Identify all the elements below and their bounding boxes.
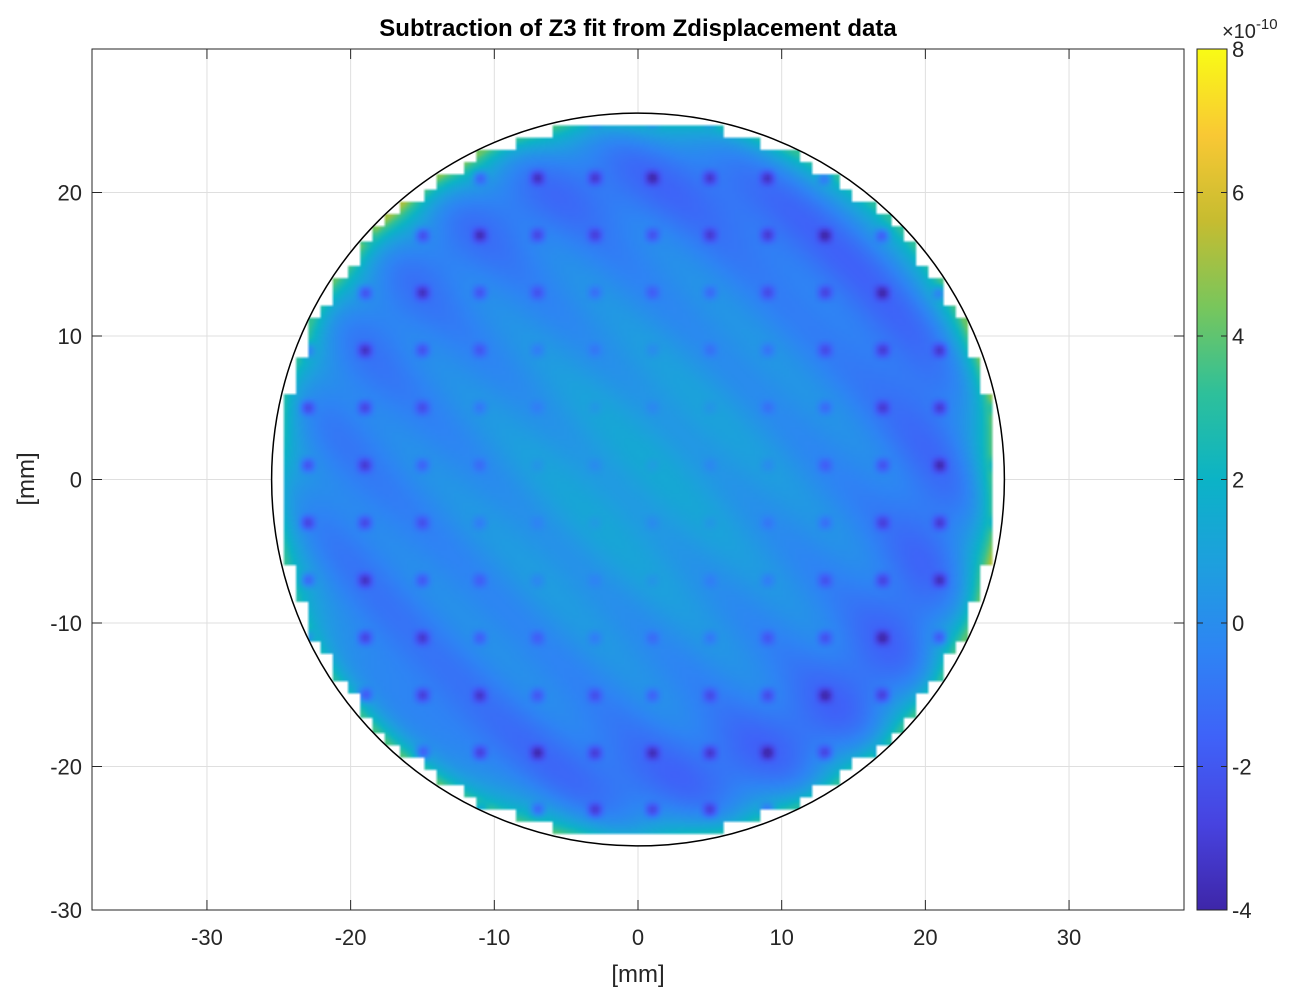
colorbar-tick-label: 6 — [1232, 181, 1244, 206]
y-tick-label: -30 — [50, 898, 82, 923]
chart-title: Subtraction of Z3 fit from Zdisplacement… — [379, 15, 897, 42]
y-tick-label: -10 — [50, 611, 82, 636]
colorbar-exponent-power: -10 — [1256, 16, 1278, 33]
colorbar-tick-label: 8 — [1232, 37, 1244, 62]
colorbar-tick-label: -2 — [1232, 755, 1252, 780]
colorbar-ticks: -4 -2 0 2 4 6 8 — [1197, 37, 1252, 923]
colorbar-tick-label: 4 — [1232, 324, 1244, 349]
x-axis-label: [mm] — [611, 961, 664, 988]
x-axis-ticks: -30 -20 -10 0 10 20 30 — [191, 49, 1081, 950]
heatmap-image — [271, 113, 1005, 846]
aperture-outline — [270, 112, 1006, 847]
x-tick-label: 30 — [1057, 925, 1081, 950]
colorbar-tick-label: 2 — [1232, 468, 1244, 493]
y-tick-label: 20 — [58, 181, 82, 206]
y-axis-ticks: -30 -20 -10 0 10 20 — [50, 181, 1184, 923]
colorbar-tick-label: -4 — [1232, 898, 1252, 923]
x-tick-label: -10 — [478, 925, 510, 950]
colorbar-exponent-base: ×10 — [1222, 21, 1256, 43]
x-tick-label: 20 — [913, 925, 937, 950]
heatmap-layer — [271, 113, 1005, 846]
x-tick-label: 10 — [769, 925, 793, 950]
y-tick-label: 0 — [70, 468, 82, 493]
colorbar-exponent: ×10-10 — [1222, 16, 1278, 43]
y-tick-label: -20 — [50, 755, 82, 780]
x-tick-label: -30 — [191, 925, 223, 950]
colorbar-tick-label: 0 — [1232, 611, 1244, 636]
x-tick-label: 0 — [632, 925, 644, 950]
y-axis-label: [mm] — [13, 452, 40, 505]
y-tick-label: 10 — [58, 324, 82, 349]
x-tick-label: -20 — [335, 925, 367, 950]
